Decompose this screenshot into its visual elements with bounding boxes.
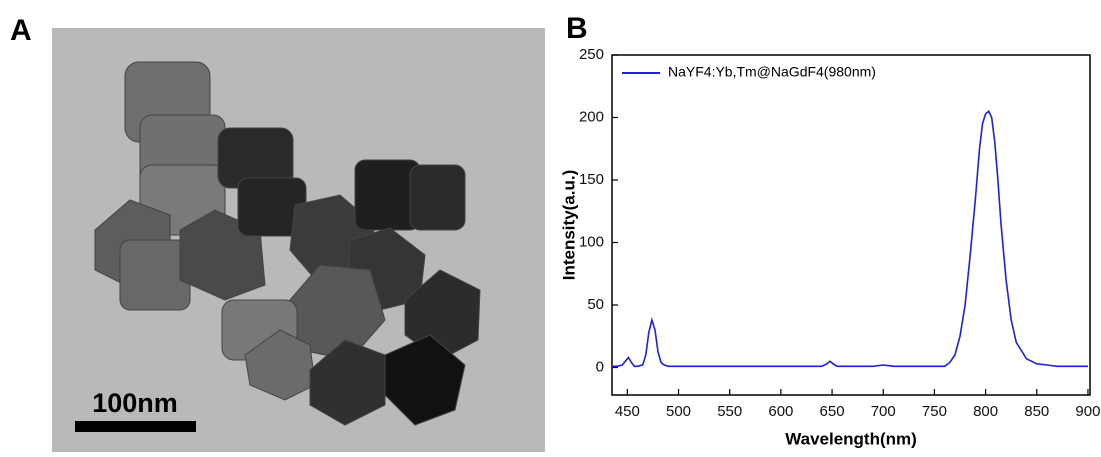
- x-tick-label: 450: [615, 403, 640, 420]
- x-tick-label: 700: [871, 403, 896, 420]
- scale-bar-label: 100nm: [92, 388, 178, 418]
- y-tick-label: 250: [579, 46, 604, 63]
- y-tick-label: 0: [596, 358, 604, 375]
- plot-frame: [611, 54, 1091, 396]
- y-tick-label: 50: [587, 296, 604, 313]
- x-tick-label: 900: [1075, 403, 1100, 420]
- panel-label: B: [566, 12, 588, 45]
- particle: [309, 339, 386, 426]
- scale-bar: [75, 421, 196, 432]
- legend-label: NaYF4:Yb,Tm@NaGdF4(980nm): [668, 64, 876, 80]
- x-tick-label: 750: [922, 403, 947, 420]
- x-axis-title: Wavelength(nm): [785, 429, 917, 448]
- x-tick-label: 600: [768, 403, 793, 420]
- particle: [384, 334, 466, 426]
- y-tick-label: 200: [579, 108, 604, 125]
- y-axis-title: Intensity(a.u.): [559, 170, 578, 281]
- x-tick-label: 650: [820, 403, 845, 420]
- y-tick-label: 100: [579, 233, 604, 250]
- spectrum-chart: 0 50 100 150 200 250 450 500 550 600 650 700 750 800 8…: [559, 46, 1100, 449]
- particle: [409, 164, 466, 231]
- particles: [94, 61, 481, 426]
- x-tick-label: 850: [1024, 403, 1049, 420]
- panel-label: A: [10, 14, 32, 47]
- spectrum-line: [612, 110, 1088, 368]
- y-tick-label: 150: [579, 171, 604, 188]
- x-tick-label: 550: [717, 403, 742, 420]
- x-tick-label: 500: [666, 403, 691, 420]
- tem-image: 100nm: [52, 28, 545, 452]
- x-tick-label: 800: [973, 403, 998, 420]
